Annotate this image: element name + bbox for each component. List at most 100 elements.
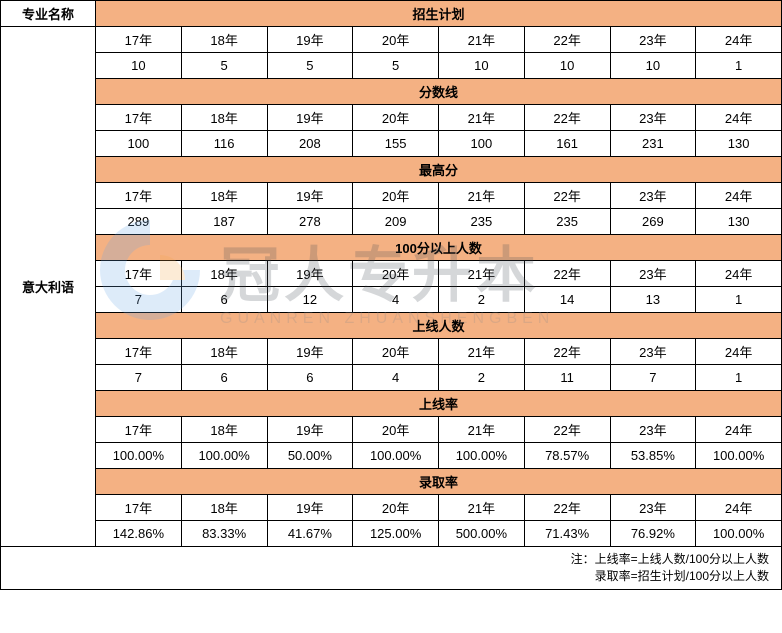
value-cell: 235	[524, 209, 610, 235]
table-container: 冠人专升本 GUANREN ZHUANSHENGBEN 专业名称 招生计划 意大…	[0, 0, 782, 590]
year-cell: 17年	[96, 183, 182, 209]
year-cell: 19年	[267, 105, 353, 131]
value-cell: 6	[181, 287, 267, 313]
year-cell: 24年	[696, 27, 782, 53]
year-cell: 22年	[524, 261, 610, 287]
data-table: 专业名称 招生计划 意大利语 17年 18年 19年 20年 21年 22年 2…	[0, 0, 782, 590]
year-cell: 21年	[439, 27, 525, 53]
years-row: 意大利语 17年 18年 19年 20年 21年 22年 23年 24年	[1, 27, 782, 53]
value-cell: 10	[439, 53, 525, 79]
value-cell: 50.00%	[267, 443, 353, 469]
year-cell: 21年	[439, 339, 525, 365]
years-row: 17年18年19年20年21年22年23年24年	[1, 339, 782, 365]
year-cell: 20年	[353, 417, 439, 443]
value-row: 76124214131	[1, 287, 782, 313]
year-cell: 20年	[353, 261, 439, 287]
year-cell: 17年	[96, 105, 182, 131]
header-major-label: 专业名称	[1, 1, 96, 27]
year-cell: 21年	[439, 495, 525, 521]
year-cell: 20年	[353, 27, 439, 53]
year-cell: 22年	[524, 339, 610, 365]
year-cell: 22年	[524, 183, 610, 209]
value-cell: 100.00%	[96, 443, 182, 469]
year-cell: 19年	[267, 27, 353, 53]
value-row: 10 5 5 5 10 10 10 1	[1, 53, 782, 79]
value-cell: 130	[696, 131, 782, 157]
section-title: 100分以上人数	[96, 235, 782, 261]
year-cell: 18年	[181, 183, 267, 209]
year-cell: 24年	[696, 183, 782, 209]
value-cell: 7	[96, 365, 182, 391]
year-cell: 24年	[696, 417, 782, 443]
value-cell: 130	[696, 209, 782, 235]
year-cell: 22年	[524, 417, 610, 443]
year-cell: 18年	[181, 27, 267, 53]
year-cell: 23年	[610, 495, 696, 521]
value-row: 100.00%100.00%50.00%100.00%100.00%78.57%…	[1, 443, 782, 469]
value-cell: 5	[267, 53, 353, 79]
value-cell: 83.33%	[181, 521, 267, 547]
year-cell: 20年	[353, 105, 439, 131]
value-cell: 6	[267, 365, 353, 391]
value-cell: 2	[439, 287, 525, 313]
year-cell: 23年	[610, 261, 696, 287]
value-cell: 78.57%	[524, 443, 610, 469]
value-cell: 235	[439, 209, 525, 235]
year-cell: 20年	[353, 183, 439, 209]
value-cell: 100	[439, 131, 525, 157]
value-cell: 5	[181, 53, 267, 79]
year-cell: 23年	[610, 27, 696, 53]
year-cell: 22年	[524, 27, 610, 53]
value-cell: 6	[181, 365, 267, 391]
value-row: 142.86%83.33%41.67%125.00%500.00%71.43%7…	[1, 521, 782, 547]
value-row: 289187278209235235269130	[1, 209, 782, 235]
value-cell: 5	[353, 53, 439, 79]
value-cell: 155	[353, 131, 439, 157]
value-cell: 142.86%	[96, 521, 182, 547]
value-cell: 100.00%	[439, 443, 525, 469]
year-cell: 22年	[524, 105, 610, 131]
year-cell: 17年	[96, 339, 182, 365]
year-cell: 24年	[696, 261, 782, 287]
value-row: 766421171	[1, 365, 782, 391]
value-cell: 1	[696, 53, 782, 79]
value-cell: 1	[696, 365, 782, 391]
value-cell: 71.43%	[524, 521, 610, 547]
year-cell: 24年	[696, 105, 782, 131]
value-cell: 53.85%	[610, 443, 696, 469]
year-cell: 21年	[439, 261, 525, 287]
year-cell: 18年	[181, 105, 267, 131]
year-cell: 20年	[353, 339, 439, 365]
value-cell: 12	[267, 287, 353, 313]
footnote-line2: 录取率=招生计划/100分以上人数	[595, 569, 769, 583]
year-cell: 23年	[610, 339, 696, 365]
year-cell: 17年	[96, 417, 182, 443]
value-cell: 125.00%	[353, 521, 439, 547]
value-cell: 100	[96, 131, 182, 157]
value-cell: 4	[353, 365, 439, 391]
value-cell: 14	[524, 287, 610, 313]
years-row: 17年18年19年20年21年22年23年24年	[1, 495, 782, 521]
year-cell: 17年	[96, 495, 182, 521]
value-cell: 187	[181, 209, 267, 235]
value-cell: 13	[610, 287, 696, 313]
value-cell: 269	[610, 209, 696, 235]
year-cell: 21年	[439, 417, 525, 443]
value-cell: 289	[96, 209, 182, 235]
value-cell: 116	[181, 131, 267, 157]
years-row: 17年18年19年20年21年22年23年24年	[1, 261, 782, 287]
year-cell: 22年	[524, 495, 610, 521]
value-cell: 2	[439, 365, 525, 391]
section-title: 最高分	[96, 157, 782, 183]
footnote-line1: 注：上线率=上线人数/100分以上人数	[571, 552, 769, 566]
value-cell: 100.00%	[353, 443, 439, 469]
years-row: 17年18年19年20年21年22年23年24年	[1, 417, 782, 443]
value-cell: 500.00%	[439, 521, 525, 547]
year-cell: 23年	[610, 183, 696, 209]
year-cell: 20年	[353, 495, 439, 521]
value-cell: 209	[353, 209, 439, 235]
year-cell: 21年	[439, 183, 525, 209]
section-title: 分数线	[96, 79, 782, 105]
year-cell: 17年	[96, 27, 182, 53]
value-cell: 41.67%	[267, 521, 353, 547]
